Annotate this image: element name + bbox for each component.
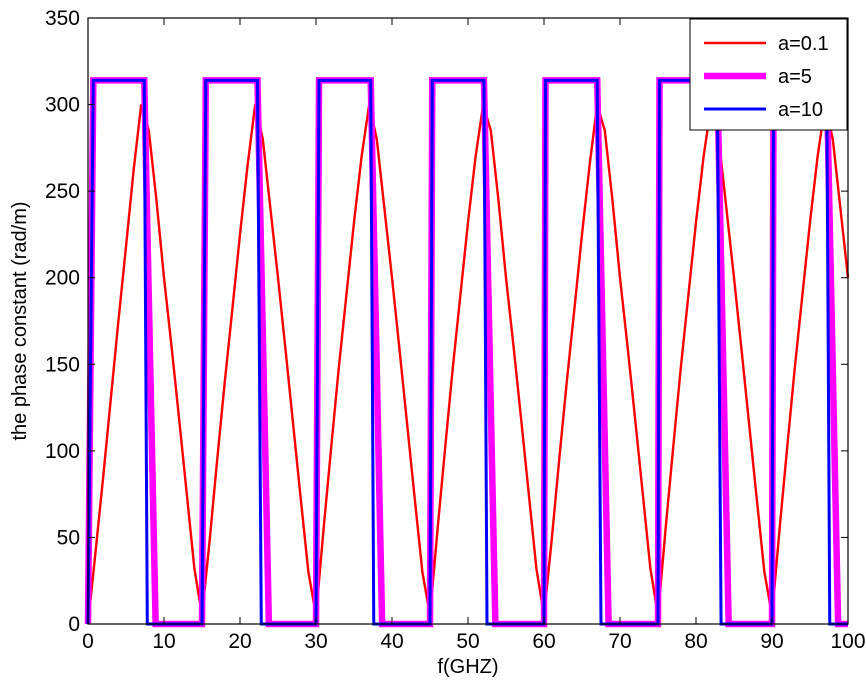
x-tick-label: 20: [228, 630, 251, 653]
y-tick-label: 300: [45, 94, 80, 117]
x-tick-label: 40: [380, 630, 403, 653]
x-tick-label: 60: [532, 630, 555, 653]
x-tick-label: 50: [456, 630, 479, 653]
x-tick-label: 0: [82, 630, 94, 653]
y-tick-label: 250: [45, 180, 80, 203]
y-tick-label: 200: [45, 267, 80, 290]
x-tick-label: 80: [684, 630, 707, 653]
y-tick-label: 100: [45, 440, 80, 463]
legend-label-1: a=0.1: [778, 33, 829, 55]
x-tick-label: 70: [608, 630, 631, 653]
x-tick-label: 100: [830, 630, 865, 653]
y-tick-label: 50: [57, 526, 80, 549]
x-axis-label: f(GHZ): [437, 656, 498, 678]
y-axis-label: the phase constant (rad/m): [9, 201, 31, 440]
y-tick-label: 350: [45, 7, 80, 30]
legend-label-2: a=5: [778, 66, 812, 88]
legend: a=0.1 a=5 a=10: [689, 18, 848, 131]
x-tick-label: 30: [304, 630, 327, 653]
x-tick-label: 10: [152, 630, 175, 653]
legend-label-3: a=10: [778, 99, 823, 121]
x-tick-label: 90: [760, 630, 783, 653]
y-tick-label: 150: [45, 353, 80, 376]
y-tick-label: 0: [68, 613, 80, 636]
ticks-layer: 0 10 20 30 40 50 60 70 80 90 100 0 50 100 150 200 250 300…: [45, 7, 866, 653]
